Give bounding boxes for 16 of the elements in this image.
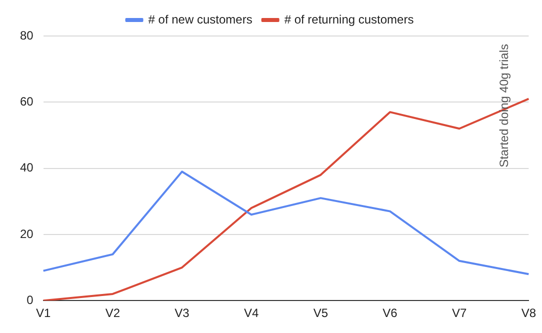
y-tick-label: 60 [20,94,34,108]
y-tick-label: 80 [20,28,34,42]
y-tick-label: 40 [20,160,34,175]
annotation: Started doing 40g trials [496,44,511,168]
x-tick-label: V7 [452,306,467,320]
legend-label: # of returning customers [284,12,414,26]
y-tick-label: 0 [26,292,34,307]
x-tick-label: V6 [382,306,398,320]
x-tick-label: V8 [521,306,536,320]
legend-label: # of new customers [148,12,252,26]
x-tick-label: V2 [105,306,120,320]
x-tick-label: V1 [36,306,52,320]
x-tick-label: V5 [313,306,328,320]
x-tick-label: V3 [174,306,190,320]
x-tick-label: V4 [244,306,259,320]
y-tick-label: 20 [20,226,34,241]
